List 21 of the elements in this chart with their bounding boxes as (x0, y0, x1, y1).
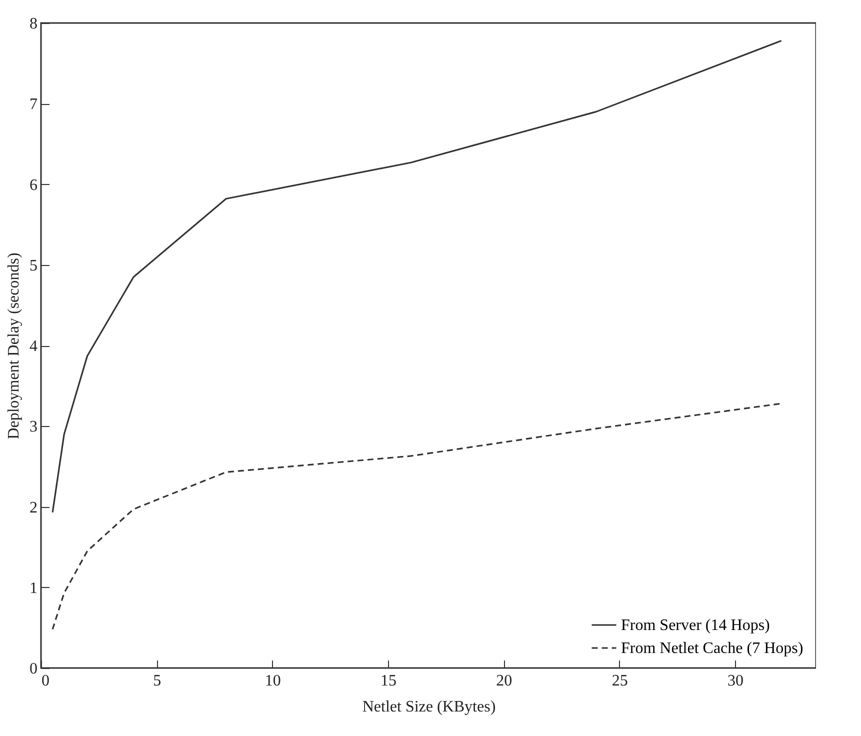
legend-label: From Netlet Cache (7 Hops) (621, 640, 804, 657)
line-series (52, 40, 782, 514)
x-tick-label: 25 (612, 672, 628, 690)
x-tick-label: 10 (264, 672, 281, 690)
y-tick-label: 4 (30, 338, 38, 355)
y-axis-title: Deployment Delay (seconds) (6, 252, 22, 440)
x-tick-label: 5 (153, 672, 162, 690)
y-tick-label: 3 (30, 418, 38, 436)
x-axis-title: Netlet Size (KBytes) (362, 698, 496, 716)
y-tick-label: 8 (30, 16, 38, 32)
y-tick-label: 1 (30, 580, 38, 597)
legend-label: From Server (14 Hops) (621, 617, 770, 634)
x-tick-label: 0 (42, 672, 50, 690)
y-tick-label: 2 (30, 499, 38, 516)
y-tick-label: 7 (30, 96, 38, 114)
x-tick-label: 20 (496, 672, 512, 690)
y-tick-label: 6 (30, 176, 38, 194)
y-tick-label: 5 (30, 257, 38, 274)
y-tick-label: 0 (30, 660, 38, 678)
x-tick-label: 30 (728, 672, 744, 690)
x-tick-label: 15 (380, 672, 397, 690)
